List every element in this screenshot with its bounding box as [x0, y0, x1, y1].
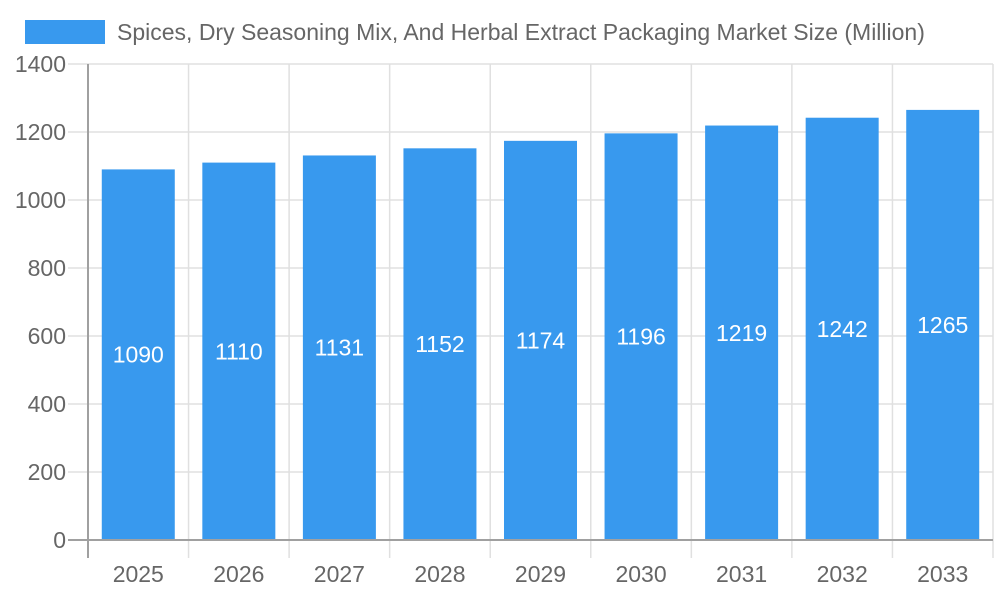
data-label: 1196: [616, 324, 665, 350]
bar: [805, 117, 879, 540]
y-tick-label: 1000: [15, 187, 66, 213]
x-tick-label: 2032: [817, 561, 868, 587]
bar: [604, 133, 678, 541]
data-label: 1131: [315, 335, 364, 361]
x-tick-label: 2025: [113, 561, 164, 587]
x-tick-label: 2029: [515, 561, 566, 587]
x-tick-label: 2026: [213, 561, 264, 587]
y-tick-label: 1200: [15, 119, 66, 145]
y-tick-label: 600: [28, 323, 66, 349]
data-label: 1152: [415, 331, 464, 357]
x-tick-label: 2030: [615, 561, 666, 587]
bar: [403, 148, 477, 540]
y-tick-label: 0: [53, 527, 66, 553]
data-label: 1090: [113, 342, 164, 368]
x-tick-label: 2031: [716, 561, 767, 587]
x-tick-label: 2027: [314, 561, 365, 587]
y-tick-label: 800: [28, 255, 66, 281]
bar: [302, 155, 376, 540]
data-label: 1110: [215, 338, 263, 364]
data-label: 1265: [917, 312, 968, 338]
data-label: 1174: [516, 327, 566, 353]
data-label: 1242: [817, 316, 868, 342]
legend[interactable]: Spices, Dry Seasoning Mix, And Herbal Ex…: [25, 19, 925, 45]
bar: [202, 162, 276, 540]
data-label: 1219: [716, 320, 767, 346]
y-tick-label: 200: [28, 459, 66, 485]
x-tick-label: 2028: [414, 561, 465, 587]
x-tick-label: 2033: [917, 561, 968, 587]
bar: [705, 125, 779, 540]
legend-label: Spices, Dry Seasoning Mix, And Herbal Ex…: [117, 19, 925, 45]
bar: [101, 169, 175, 540]
bar: [504, 140, 577, 540]
legend-swatch: [25, 20, 105, 44]
bar: [906, 109, 980, 541]
y-tick-label: 1400: [15, 51, 66, 77]
y-tick-label: 400: [28, 391, 66, 417]
